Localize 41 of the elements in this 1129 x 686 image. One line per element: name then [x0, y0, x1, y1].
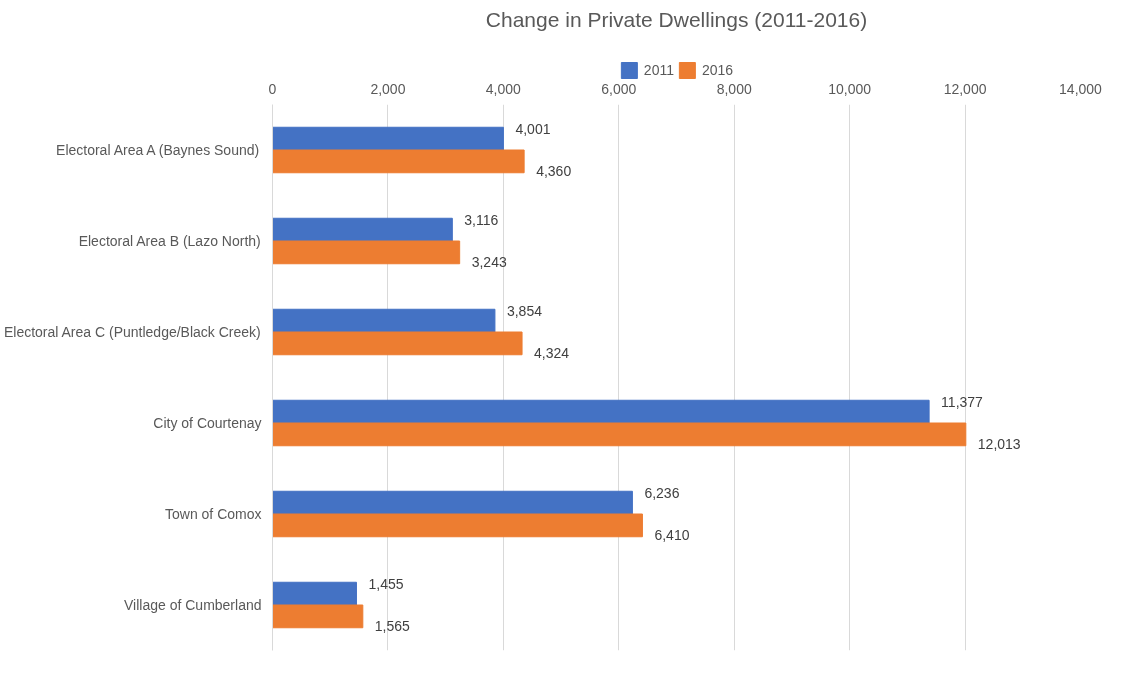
bar: [272, 308, 496, 333]
data-label: 4,360: [536, 163, 572, 180]
bar: [272, 513, 643, 538]
x-tick-label: 8,000: [716, 80, 752, 97]
x-tick-label: 12,000: [943, 80, 987, 97]
bar: [272, 604, 364, 629]
x-tick-label: 14,000: [1059, 80, 1103, 97]
legend-label: 2011: [643, 62, 674, 78]
x-tick-label: 2,000: [370, 80, 406, 97]
y-tick-label: Town of Comox: [165, 506, 262, 522]
y-tick-label: Village of Cumberland: [124, 597, 262, 613]
data-label: 1,455: [368, 575, 404, 592]
y-tick-label: Electoral Area C (Puntledge/Black Creek): [3, 324, 261, 340]
bar: [272, 490, 633, 515]
data-label: 4,324: [534, 345, 570, 362]
data-label: 11,377: [941, 393, 984, 410]
bar: [272, 331, 523, 356]
x-tick-label: 0: [268, 80, 277, 97]
y-tick-label: City of Courtenay: [153, 415, 262, 431]
bar: [272, 422, 967, 447]
bar: [272, 581, 357, 606]
y-tick-label: Electoral Area A (Baynes Sound): [56, 142, 260, 158]
x-tick-label: 6,000: [601, 80, 637, 97]
data-label: 1,565: [374, 618, 411, 635]
y-tick-label: Electoral Area B (Lazo North): [78, 233, 261, 249]
data-label: 6,410: [654, 527, 690, 544]
chart-title: Change in Private Dwellings (2011-2016): [485, 7, 868, 31]
bar: [272, 126, 504, 151]
x-tick-label: 10,000: [828, 80, 872, 97]
data-label: 3,854: [506, 302, 543, 319]
data-label: 4,001: [515, 120, 551, 137]
data-label: 3,243: [471, 254, 507, 271]
data-label: 6,236: [644, 484, 680, 501]
bar: [272, 149, 525, 174]
bar: [272, 217, 453, 242]
bar: [272, 240, 461, 265]
x-tick-label: 4,000: [485, 80, 522, 97]
data-label: 3,116: [464, 211, 499, 228]
bar: [272, 399, 930, 424]
legend-label: 2016: [701, 62, 734, 78]
data-label: 12,013: [977, 436, 1021, 453]
